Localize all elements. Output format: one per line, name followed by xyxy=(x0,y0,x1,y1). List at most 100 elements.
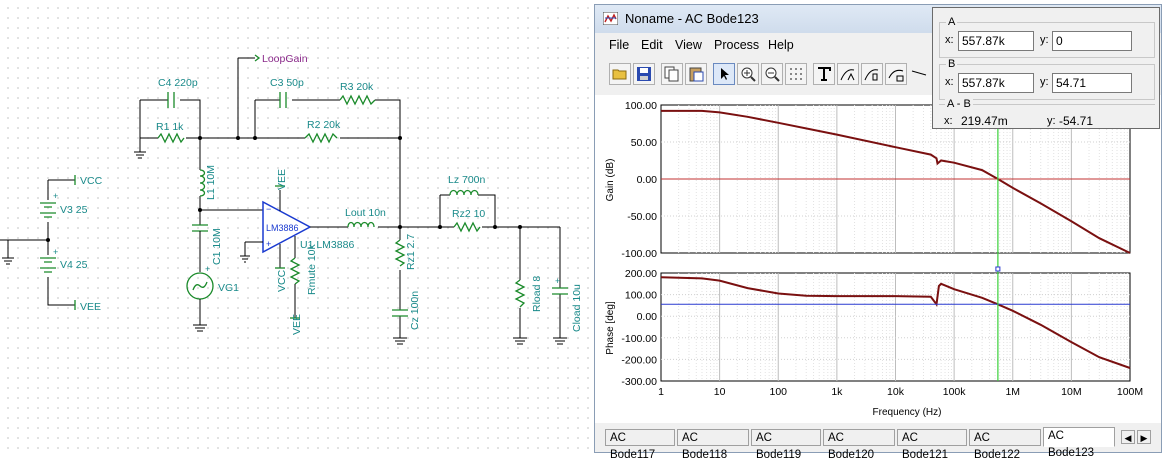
tab-ac-bode118[interactable]: AC Bode118 xyxy=(677,429,749,461)
vg1-label: VG1 xyxy=(218,282,239,294)
cursor-a-x-field[interactable]: 557.87k xyxy=(958,31,1034,51)
u1-label: U1 LM3886 xyxy=(300,239,354,251)
vee-bot-label: VEE xyxy=(291,314,303,335)
cursor-a-icon[interactable] xyxy=(837,63,859,85)
opamp-label: LM3886 xyxy=(266,223,299,233)
cursor-b-y-field[interactable]: 54.71 xyxy=(1052,73,1132,93)
x-tick-label: 100k xyxy=(943,386,967,398)
menu-edit[interactable]: Edit xyxy=(641,38,663,52)
bode-window[interactable]: Noname - AC Bode123 File Edit View Proce… xyxy=(594,4,1162,461)
svg-text:+: + xyxy=(205,264,210,274)
menu-process[interactable]: Process xyxy=(714,38,760,52)
menu-view[interactable]: View xyxy=(675,38,702,52)
bode-plot[interactable]: 100.00 50.00 0.00 -50.00 -100.00 200.00 100.0… xyxy=(595,95,1161,423)
cursor-diff-y-value: -54.71 xyxy=(1059,114,1094,128)
svg-text:+: + xyxy=(53,247,58,257)
cursor-diff-x-value: 219.47m xyxy=(961,114,1008,128)
tab-ac-bode119[interactable]: AC Bode119 xyxy=(751,429,821,461)
cursor-b-y-label: y: xyxy=(1040,76,1049,88)
phase-ylabel: Phase [deg] xyxy=(605,301,616,355)
zoom-in-icon[interactable] xyxy=(737,63,759,85)
tab-ac-bode122[interactable]: AC Bode122 xyxy=(969,429,1041,461)
cursor-a-group: A x: 557.87k y: 0 xyxy=(939,16,1155,58)
y-tick-label: -50.00 xyxy=(627,211,657,223)
cursor-diff-x-label: x: xyxy=(944,115,953,127)
phase-series-0 xyxy=(660,276,1131,369)
zoom-100-icon[interactable] xyxy=(761,63,783,85)
opamp-symbol xyxy=(262,200,312,254)
vee-top-label: VEE xyxy=(276,169,288,190)
gain-series-0 xyxy=(661,109,1131,254)
x-tick-label: 1M xyxy=(1005,386,1020,398)
cursor-b-group: B x: 557.87k y: 54.71 xyxy=(939,58,1155,100)
save-icon[interactable] xyxy=(633,63,655,85)
gain-ylabel: Gain (dB) xyxy=(605,159,616,202)
cursor-b-x-field[interactable]: 557.87k xyxy=(958,73,1034,93)
v3-label: V3 25 xyxy=(60,204,88,216)
schematic-drawing: LoopGain C4 220p R1 1k C3 50p R3 20k R2 … xyxy=(0,53,583,345)
cursor-b-title: B xyxy=(946,58,958,70)
tab-ac-bode120[interactable]: AC Bode120 xyxy=(823,429,895,461)
c3-label: C3 50p xyxy=(270,77,304,89)
c1-label: C1 10M xyxy=(211,228,223,265)
y-tick-label: 50.00 xyxy=(631,137,657,149)
y-tick-label: -100.00 xyxy=(621,248,657,260)
rz2-label: Rz2 10 xyxy=(452,208,485,220)
text-tool-icon[interactable] xyxy=(813,63,835,85)
frequency-xlabel: Frequency (Hz) xyxy=(873,407,942,418)
svg-text:+: + xyxy=(555,276,560,286)
cursor-diff-title: A - B xyxy=(945,98,973,110)
tab-ac-bode121[interactable]: AC Bode121 xyxy=(897,429,967,461)
tab-ac-bode117[interactable]: AC Bode117 xyxy=(605,429,675,461)
tab-scroll-left-icon[interactable]: ◀ xyxy=(1121,430,1135,444)
line-tool-icon[interactable] xyxy=(909,63,931,85)
y-tick-label: 200.00 xyxy=(625,268,657,280)
menu-file[interactable]: File xyxy=(609,38,630,52)
cload-label: Cload 10u xyxy=(571,284,583,332)
lout-label: Lout 10n xyxy=(345,207,386,219)
phase-chart: 200.00 100.00 0.00 -100.00 -200.00 -300.001 10… xyxy=(621,268,1143,398)
cursor-a-x-label: x: xyxy=(945,34,954,46)
cursor-diff-group: A - B x: 219.47m y: -54.71 xyxy=(939,98,1155,128)
window-title: Noname - AC Bode123 xyxy=(625,11,759,26)
x-tick-label: 1 xyxy=(658,386,664,398)
toolbar xyxy=(603,63,933,89)
y-tick-label: -200.00 xyxy=(621,354,657,366)
x-tick-label: 10 xyxy=(714,386,726,398)
cursor-panel[interactable]: A x: 557.87k y: 0 B x: 557.87k y: 54.71 … xyxy=(932,7,1160,129)
cursor-diff-y-label: y: xyxy=(1047,115,1056,127)
grid-dots-icon[interactable] xyxy=(785,63,807,85)
paste-icon[interactable] xyxy=(685,63,707,85)
lz-label: Lz 700n xyxy=(448,174,486,186)
fit-icon[interactable] xyxy=(885,63,907,85)
c4-label: C4 220p xyxy=(158,77,198,89)
y-tick-label: 0.00 xyxy=(637,311,658,323)
y-tick-label: -300.00 xyxy=(621,376,657,388)
cursor-b-x-label: x: xyxy=(945,76,954,88)
x-tick-label: 100 xyxy=(769,386,787,398)
vee-net-label: VEE xyxy=(80,301,101,313)
rz1-label: Rz1 2.7 xyxy=(405,234,417,270)
cz-label: Cz 100n xyxy=(409,291,421,330)
open-folder-icon[interactable] xyxy=(609,63,631,85)
r2-label: R2 20k xyxy=(307,119,341,131)
cursor-a-y-field[interactable]: 0 xyxy=(1052,31,1132,51)
schematic-canvas[interactable]: LoopGain C4 220p R1 1k C3 50p R3 20k R2 … xyxy=(0,0,592,457)
y-tick-label: 100.00 xyxy=(625,100,657,112)
l1-label: L1 10M xyxy=(205,165,217,200)
tab-scroll-right-icon[interactable]: ▶ xyxy=(1137,430,1151,444)
tab-ac-bode123[interactable]: AC Bode123 xyxy=(1043,427,1115,459)
r3-label: R3 20k xyxy=(340,81,374,93)
app-icon xyxy=(603,12,618,25)
y-tick-label: 100.00 xyxy=(625,290,657,302)
x-tick-label: 10M xyxy=(1061,386,1081,398)
tab-strip: AC Bode117 AC Bode118 AC Bode119 AC Bode120… xyxy=(595,425,1161,461)
menu-help[interactable]: Help xyxy=(768,38,794,52)
pointer-icon[interactable] xyxy=(713,63,735,85)
x-tick-label: 100M xyxy=(1117,386,1143,398)
cursor-handle xyxy=(995,266,1001,272)
copy-icon[interactable] xyxy=(661,63,683,85)
cursor-a-title: A xyxy=(946,16,958,28)
cursor-b-icon[interactable] xyxy=(861,63,883,85)
plot-area[interactable]: 100.00 50.00 0.00 -50.00 -100.00 200.00 100.0… xyxy=(595,95,1161,423)
